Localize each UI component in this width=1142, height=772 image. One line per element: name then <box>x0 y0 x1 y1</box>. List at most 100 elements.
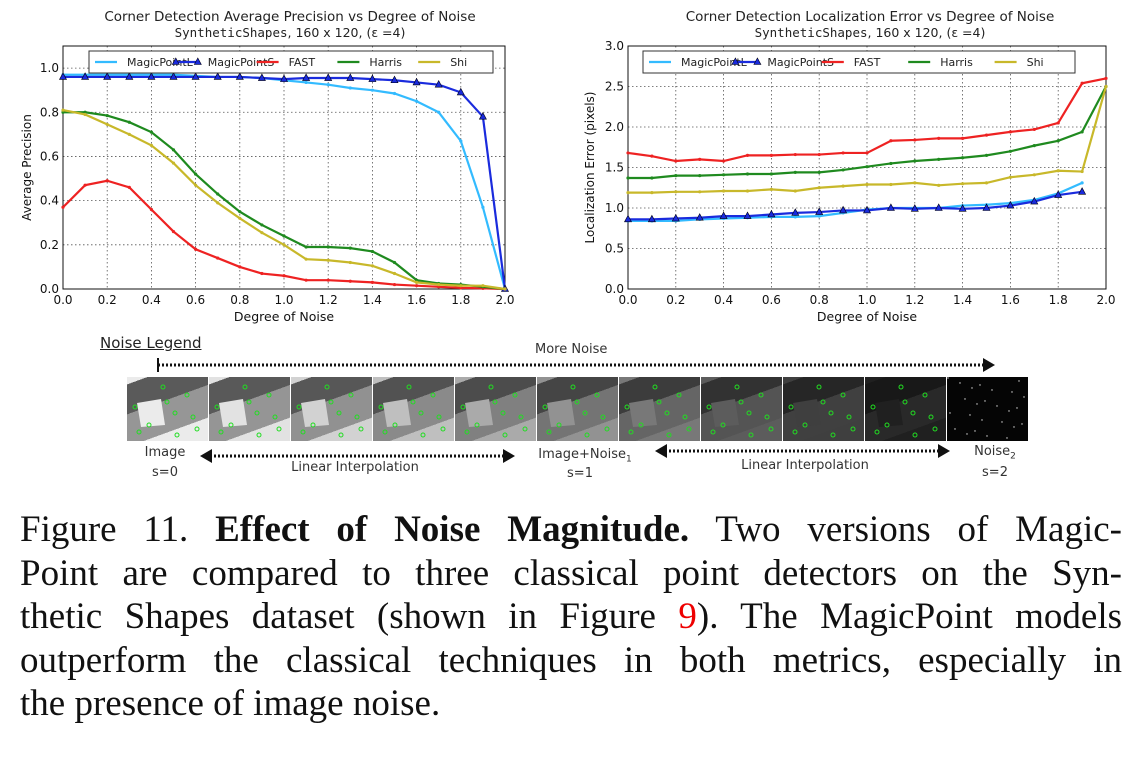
legend-marker-icon <box>753 57 762 65</box>
legend-box <box>88 50 494 74</box>
data-point-Shi <box>1080 169 1084 174</box>
detected-corner-marker <box>358 426 364 432</box>
data-point-MagicPointS <box>839 205 848 214</box>
detected-corner-marker <box>242 384 248 390</box>
tile-overlay <box>870 384 938 438</box>
series-line-MagicPointL <box>628 181 1083 223</box>
detected-corner-marker <box>132 404 138 410</box>
image-noise-subscript: 1 <box>625 454 632 465</box>
noise-sample-tile <box>619 377 700 441</box>
y-tick-label: 0.5 <box>605 242 624 256</box>
image-label: Image <box>144 445 186 460</box>
legend-label: MagicPointS <box>208 56 275 69</box>
figure-reference-link[interactable]: 9 <box>678 596 697 637</box>
detected-corner-marker <box>652 384 658 390</box>
noise2-subscript: 2 <box>1010 451 1016 462</box>
data-point-MagicPointS <box>169 72 178 80</box>
data-point-Shi <box>913 181 917 185</box>
detected-corner-marker <box>748 432 754 438</box>
detected-corner-marker <box>656 399 662 405</box>
data-point-Shi <box>745 189 750 193</box>
data-point-Shi <box>793 189 797 193</box>
image-noise-text: Image+Noise <box>538 447 626 462</box>
noise-speck <box>1018 380 1020 382</box>
detected-corner-marker <box>406 384 412 390</box>
data-point-Shi <box>1008 175 1013 179</box>
detected-corner-marker <box>932 426 938 432</box>
data-point-Shi <box>149 143 153 148</box>
data-point-FAST <box>1056 121 1060 125</box>
tile-overlay <box>624 384 692 438</box>
x-tick-label: 1.6 <box>407 293 426 307</box>
caption-line-5: the presence of image noise. <box>20 683 441 724</box>
detected-corner-marker <box>682 414 688 420</box>
detected-corner-marker <box>190 414 196 420</box>
data-point-FAST <box>83 183 87 187</box>
shape <box>301 399 329 427</box>
detected-corner-marker <box>870 404 876 410</box>
data-point-FAST <box>1032 127 1036 132</box>
detected-corner-marker <box>502 432 508 438</box>
arrow-head-icon <box>938 444 950 458</box>
data-point-MagicPointS <box>81 72 90 80</box>
data-point-Shi <box>216 201 220 205</box>
subtitle-rest: , 160 x 120, (ε =4) <box>288 25 406 40</box>
data-point-MagicPointS <box>671 213 680 222</box>
data-point-FAST <box>171 229 176 234</box>
detected-corner-marker <box>336 410 342 416</box>
x-tick-label: 0.0 <box>618 293 637 307</box>
detected-corner-marker <box>518 414 524 420</box>
noise-speck <box>947 377 949 379</box>
detected-corner-marker <box>758 392 764 398</box>
data-point-Shi <box>626 191 630 195</box>
data-point-Harris <box>370 249 374 254</box>
arrow-head-icon <box>655 444 667 458</box>
data-point-Shi <box>260 231 264 235</box>
legend-label: MagicPointL <box>127 56 194 69</box>
detected-corner-marker <box>254 410 260 416</box>
series-line-MagicPointS <box>628 190 1083 221</box>
noise-sample-tile <box>455 377 536 441</box>
noise-speck <box>984 400 986 402</box>
noise-speck <box>1013 426 1015 428</box>
data-point-Harris <box>745 172 750 176</box>
data-point-MagicPointS <box>982 203 991 211</box>
data-point-FAST <box>392 282 397 287</box>
caption-text: Two versions of Magic- <box>689 509 1122 550</box>
legend-marker-icon <box>193 57 202 65</box>
caption-text: thetic Shapes dataset (shown in Figure <box>20 596 679 637</box>
data-point-Shi <box>817 186 821 190</box>
data-point-Shi <box>238 216 242 220</box>
detected-corner-marker <box>768 426 774 432</box>
legend-label: Shi <box>1027 56 1044 69</box>
detected-corner-marker <box>594 392 600 398</box>
data-point-FAST <box>282 274 286 278</box>
data-point-Shi <box>326 258 330 262</box>
shape <box>711 399 739 427</box>
detected-corner-marker <box>902 399 908 405</box>
chart-2: Corner Detection Localization Error vs D… <box>583 9 1116 324</box>
data-point-Harris <box>817 170 821 174</box>
x-tick-label: 1.8 <box>1049 293 1068 307</box>
detected-corner-marker <box>840 392 846 398</box>
shape <box>137 399 165 427</box>
x-tick-label: 1.8 <box>451 293 470 307</box>
noise-sample-tile <box>947 377 1028 441</box>
detected-corner-marker <box>136 429 142 435</box>
detected-corner-marker <box>324 384 330 390</box>
x-tick-label: 0.2 <box>666 293 685 307</box>
x-tick-label: 0.8 <box>810 293 829 307</box>
detected-corner-marker <box>430 392 436 398</box>
data-point-Harris <box>793 170 797 174</box>
series-line-Harris <box>628 85 1107 180</box>
data-point-FAST <box>650 154 654 158</box>
data-point-FAST <box>437 285 441 289</box>
data-point-Harris <box>348 246 352 250</box>
noise-speck <box>976 403 978 405</box>
chart-subtitle: SyntheticShapes, 160 x 120, (ε =4) <box>755 25 986 40</box>
detected-corner-marker <box>460 404 466 410</box>
data-point-Harris <box>149 130 153 134</box>
noise-speck <box>1006 437 1008 439</box>
x-tick-label: 1.2 <box>905 293 924 307</box>
data-point-FAST <box>698 157 702 161</box>
